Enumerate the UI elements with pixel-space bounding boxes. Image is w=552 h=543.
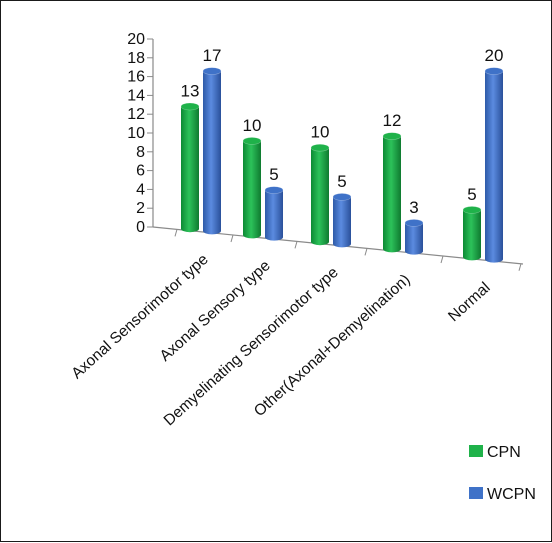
legend-item-wcpn: WCPN: [469, 486, 536, 503]
x-tick-mark: [440, 255, 444, 264]
category-label: Other(Axonal+Demyelination): [251, 271, 414, 420]
bar-cpn-2: [242, 137, 262, 239]
bar-top: [332, 193, 352, 201]
data-label-wcpn-3: 5: [337, 172, 346, 191]
data-label-cpn-5: 5: [467, 185, 476, 204]
y-tick-label: 14: [127, 87, 145, 104]
bar-top: [404, 219, 424, 227]
data-label-wcpn-5: 20: [485, 46, 504, 65]
data-label-cpn-1: 13: [181, 82, 200, 101]
bar-wcpn-1: [202, 67, 222, 235]
bar-top: [310, 143, 330, 152]
x-tick-mark: [174, 229, 178, 237]
bar-wcpn-5: [484, 67, 504, 263]
category-label: Normal: [445, 279, 493, 325]
bar-top: [484, 67, 504, 75]
y-tick-label: 10: [127, 125, 145, 142]
legend-label: WCPN: [487, 486, 536, 503]
y-tick-label: 6: [136, 163, 145, 180]
bar-body: [203, 71, 221, 235]
data-label-cpn-3: 10: [311, 123, 330, 142]
data-label-wcpn-1: 17: [203, 46, 222, 65]
x-tick-mark: [518, 263, 522, 271]
y-tick-label: 18: [127, 50, 145, 67]
bar-body: [383, 136, 401, 253]
category-label: Axonal Sensorimotor type: [68, 251, 211, 382]
y-tick-label: 0: [136, 219, 145, 236]
bar-top: [382, 132, 402, 140]
bar-body: [265, 190, 283, 241]
x-tick-mark: [230, 234, 234, 243]
bar-wcpn-3: [332, 193, 352, 248]
data-label-cpn-4: 12: [383, 111, 402, 130]
bar-top: [202, 67, 222, 75]
legend: CPN WCPN: [469, 444, 536, 503]
x-tick-mark: [364, 248, 368, 256]
bar-top: [264, 186, 284, 194]
y-tick-label: 16: [127, 69, 145, 86]
legend-swatch: [469, 487, 483, 499]
y-tick-label: 2: [136, 200, 145, 217]
bar-cpn-1: [180, 102, 200, 233]
bar-body: [463, 209, 481, 261]
bar-top: [180, 102, 200, 111]
bar-cpn-5: [462, 206, 482, 261]
data-label-cpn-2: 10: [243, 116, 262, 135]
bar-body: [181, 106, 199, 233]
data-label-wcpn-4: 3: [409, 198, 418, 217]
data-label-wcpn-2: 5: [269, 165, 278, 184]
bar-wcpn-4: [404, 219, 424, 255]
legend-swatch: [469, 445, 483, 457]
bar-body: [311, 147, 329, 246]
bars: [180, 67, 504, 263]
bar-wcpn-2: [264, 186, 284, 241]
y-tick-label: 8: [136, 144, 145, 161]
bar-top: [242, 137, 262, 145]
bar-cpn-3: [310, 143, 330, 246]
bar-body: [405, 222, 423, 255]
x-tick-mark: [294, 241, 298, 249]
bar-cpn-4: [382, 132, 402, 253]
y-tick-label: 20: [127, 31, 145, 48]
bar-body: [333, 196, 351, 248]
bar-body: [243, 140, 261, 239]
bar-top: [462, 206, 482, 214]
legend-label: CPN: [487, 444, 521, 461]
y-tick-label: 4: [136, 181, 145, 198]
legend-item-cpn: CPN: [469, 444, 521, 461]
y-tick-label: 12: [127, 106, 145, 123]
bar-body: [485, 71, 503, 263]
